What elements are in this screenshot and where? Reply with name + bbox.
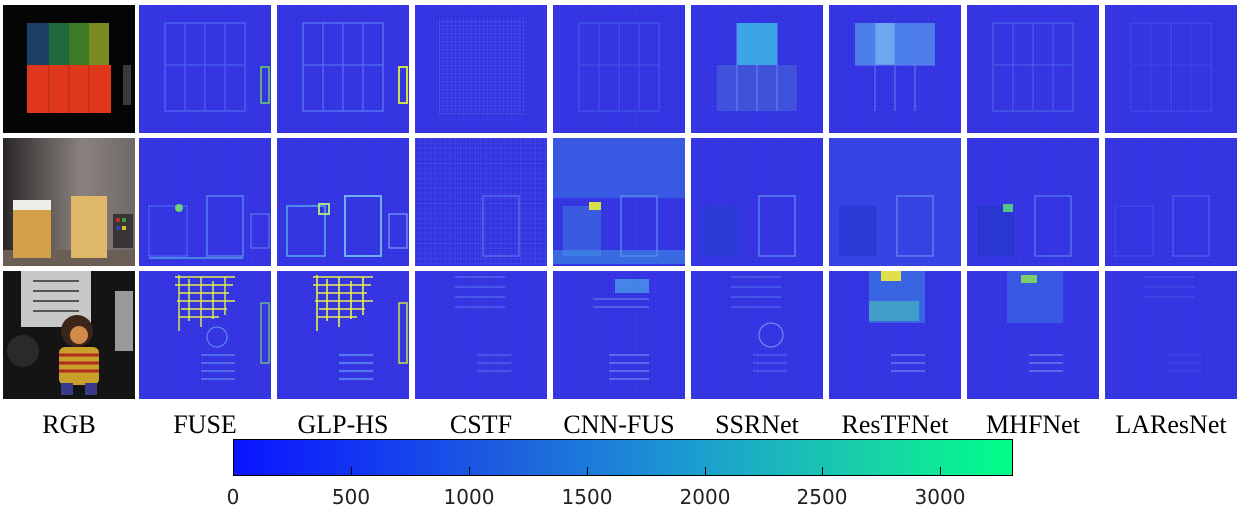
error-map-cnn-fus-scene-2 [553,138,685,266]
column-label-glp-hs: GLP-HS [297,410,389,439]
error-map-restfnet-scene-2 [829,138,961,266]
error-map-cstf-scene-1 [415,5,547,133]
error-map-ssrnet-scene-3 [691,271,823,399]
colorbar-tick-label: 1500 [561,485,613,509]
error-map-glp-hs-scene-3 [277,271,409,399]
colorbar-tick-label: 1000 [443,485,495,509]
error-map-fuse-scene-2 [139,138,271,266]
colorbar-tick-label: 500 [331,485,371,509]
column-label-cstf: CSTF [449,410,513,439]
colorbar-tick [822,467,823,475]
colorbar-tick [587,467,588,475]
error-map-mhfnet-scene-3 [967,271,1099,399]
error-map-fuse-scene-3 [139,271,271,399]
rgb-image-scene-1 [3,5,135,133]
colorbar-tick [351,467,352,475]
colorbar-tick [469,467,470,475]
error-map-restfnet-scene-1 [829,5,961,133]
error-map-cstf-scene-3 [415,271,547,399]
colorbar-tick [233,467,234,475]
error-map-laresnet-scene-3 [1105,271,1237,399]
colorbar-tick-label: 0 [226,485,240,509]
error-map-cnn-fus-scene-1 [553,5,685,133]
error-map-ssrnet-scene-1 [691,5,823,133]
column-label-mhfnet: MHFNet [986,410,1080,439]
error-map-restfnet-scene-3 [829,271,961,399]
error-map-glp-hs-scene-1 [277,5,409,133]
error-map-glp-hs-scene-2 [277,138,409,266]
error-map-laresnet-scene-1 [1105,5,1237,133]
column-label-ssrnet: SSRNet [715,410,799,439]
colorbar-tick-label: 2500 [796,485,848,509]
rgb-image-scene-3 [3,271,135,399]
rgb-image-scene-2 [3,138,135,266]
column-label-laresnet: LAResNet [1115,410,1227,439]
column-label-cnn-fus: CNN-FUS [563,410,675,439]
error-map-mhfnet-scene-2 [967,138,1099,266]
column-label-rgb: RGB [42,410,96,439]
column-label-restfnet: ResTFNet [841,410,949,439]
error-map-mhfnet-scene-1 [967,5,1099,133]
error-map-laresnet-scene-2 [1105,138,1237,266]
error-map-fuse-scene-1 [139,5,271,133]
error-map-cnn-fus-scene-3 [553,271,685,399]
colorbar-tick [940,467,941,475]
colorbar-tick-label: 3000 [914,485,966,509]
error-map-cstf-scene-2 [415,138,547,266]
colorbar-tick [705,467,706,475]
colorbar [233,439,1013,476]
colorbar-tick-label: 2000 [679,485,731,509]
column-label-fuse: FUSE [173,410,237,439]
error-map-ssrnet-scene-2 [691,138,823,266]
